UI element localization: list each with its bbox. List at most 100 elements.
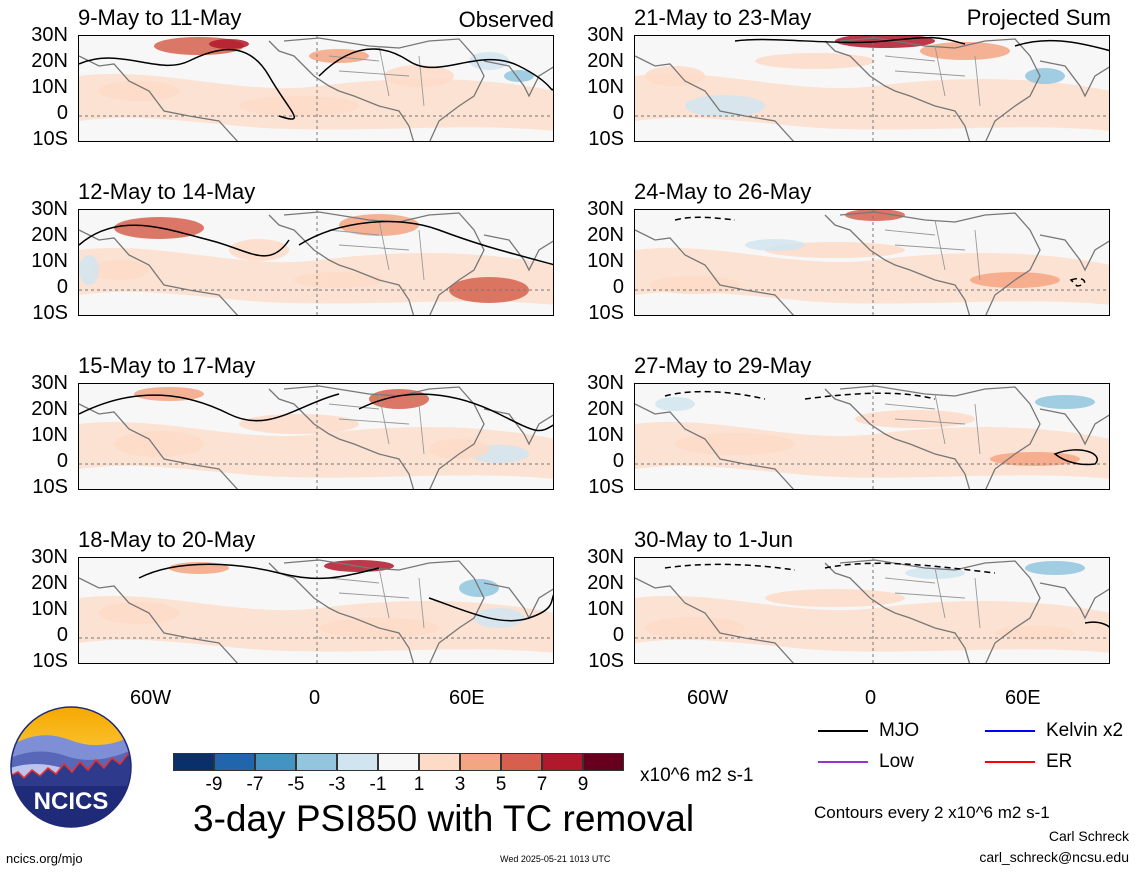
map-panel-8	[634, 557, 1110, 664]
lat-label: 20N	[587, 572, 624, 594]
lat-label: 0	[56, 276, 68, 298]
colorbar-label: 5	[495, 774, 507, 795]
lat-label: 30N	[587, 198, 624, 220]
lat-label: 20N	[31, 572, 68, 594]
contours-note: Contours every 2 x10^6 m2 s-1	[814, 803, 1050, 822]
lon-label-right-3: 60E	[1005, 687, 1041, 709]
colorbar-swatch	[214, 753, 255, 771]
colorbar-swatch	[583, 753, 624, 771]
ncics-logo: NCICS	[10, 706, 132, 828]
colorbar-swatch	[255, 753, 296, 771]
colorbar-swatch	[378, 753, 419, 771]
lat-label: 30N	[587, 24, 624, 46]
lat-label: 10N	[31, 250, 68, 272]
map-panel-2	[78, 209, 554, 316]
legend-kelvin-label: Kelvin x2	[1046, 720, 1124, 741]
panel-title-1: 9-May to 11-May	[78, 5, 242, 30]
observed-label: Observed	[458, 7, 554, 32]
colorbar-units: x10^6 m2 s-1	[640, 765, 754, 786]
colorbar-label: 9	[577, 774, 589, 795]
lat-label: 0	[56, 450, 68, 472]
lat-label: 10S	[588, 128, 624, 150]
lat-label: 0	[56, 102, 68, 124]
lat-label: 10S	[32, 302, 68, 324]
panel-title-5: 21-May to 23-May	[634, 5, 812, 30]
lat-label: 30N	[587, 372, 624, 394]
projected-label: Projected Sum	[966, 5, 1111, 30]
lat-label: 10S	[32, 128, 68, 150]
lon-label-right-2: 0	[865, 687, 877, 709]
colorbar-swatch	[419, 753, 460, 771]
colorbar: -9 -7 -5 -3 -1 1 3 5 7 9	[173, 753, 625, 795]
lat-label: 0	[612, 624, 624, 646]
lat-label: 20N	[31, 224, 68, 246]
colorbar-swatch	[173, 753, 214, 771]
lat-label: 20N	[587, 224, 624, 246]
lat-label: 0	[612, 102, 624, 124]
lat-label: 10N	[31, 424, 68, 446]
lat-label: 20N	[31, 50, 68, 72]
author-email: carl_schreck@ncsu.edu	[979, 849, 1129, 865]
colorbar-label: -7	[246, 774, 264, 795]
legend-mjo-label: MJO	[879, 720, 920, 741]
lat-label: 20N	[587, 50, 624, 72]
lat-label: 10N	[587, 76, 624, 98]
lat-label: 10S	[32, 650, 68, 672]
logo-text: NCICS	[34, 788, 109, 815]
panel-title-3: 15-May to 17-May	[78, 353, 256, 378]
lat-label: 30N	[31, 24, 68, 46]
legend-low-label: Low	[879, 751, 914, 772]
lat-label: 0	[56, 624, 68, 646]
lat-label: 0	[612, 450, 624, 472]
colorbar-label: -5	[287, 774, 305, 795]
lat-label: 10N	[587, 598, 624, 620]
map-panel-5	[634, 35, 1110, 142]
colorbar-swatch	[460, 753, 501, 771]
lat-label: 30N	[31, 372, 68, 394]
colorbar-swatch	[337, 753, 378, 771]
panel-title-7: 27-May to 29-May	[634, 353, 812, 378]
colorbar-label: 7	[536, 774, 548, 795]
panel-title-6: 24-May to 26-May	[634, 179, 812, 204]
panel-title-4: 18-May to 20-May	[78, 527, 256, 552]
lon-label-left-1: 60W	[130, 687, 172, 709]
lon-label-left-3: 60E	[449, 687, 485, 709]
author-credit: Carl Schreck	[1048, 828, 1129, 844]
colorbar-label: 3	[454, 774, 466, 795]
figure-title: 3-day PSI850 with TC removal	[193, 798, 695, 839]
timestamp: Wed 2025-05-21 1013 UTC	[500, 854, 611, 864]
lat-label: 0	[612, 276, 624, 298]
colorbar-label: -3	[328, 774, 346, 795]
colorbar-label: 1	[413, 774, 425, 795]
map-panel-4	[78, 557, 554, 664]
map-panel-6	[634, 209, 1110, 316]
lat-label: 30N	[31, 198, 68, 220]
map-panel-3	[78, 383, 554, 490]
lat-label: 10N	[587, 250, 624, 272]
lat-label: 20N	[587, 398, 624, 420]
legend-kelvin-line	[985, 730, 1035, 732]
lat-label: 30N	[31, 546, 68, 568]
legend-er-line	[985, 761, 1035, 763]
map-panel-7	[634, 383, 1110, 490]
panel-title-8: 30-May to 1-Jun	[634, 527, 793, 552]
legend-low-line	[818, 761, 868, 763]
panel-title-2: 12-May to 14-May	[78, 179, 256, 204]
lon-label-left-2: 0	[309, 687, 321, 709]
ncics-url[interactable]: ncics.org/mjo	[6, 851, 83, 866]
lat-label: 10S	[588, 476, 624, 498]
lat-label: 10S	[588, 650, 624, 672]
lat-label: 30N	[587, 546, 624, 568]
colorbar-label: -1	[369, 774, 387, 795]
colorbar-swatch	[501, 753, 542, 771]
colorbar-label: -9	[205, 774, 223, 795]
lat-label: 10S	[32, 476, 68, 498]
lat-label: 10N	[31, 76, 68, 98]
legend-mjo-line	[818, 730, 868, 732]
lat-label: 20N	[31, 398, 68, 420]
map-panel-1	[78, 35, 554, 142]
lat-label: 10S	[588, 302, 624, 324]
legend-er-label: ER	[1046, 751, 1073, 772]
colorbar-swatch	[296, 753, 337, 771]
colorbar-swatch	[542, 753, 583, 771]
